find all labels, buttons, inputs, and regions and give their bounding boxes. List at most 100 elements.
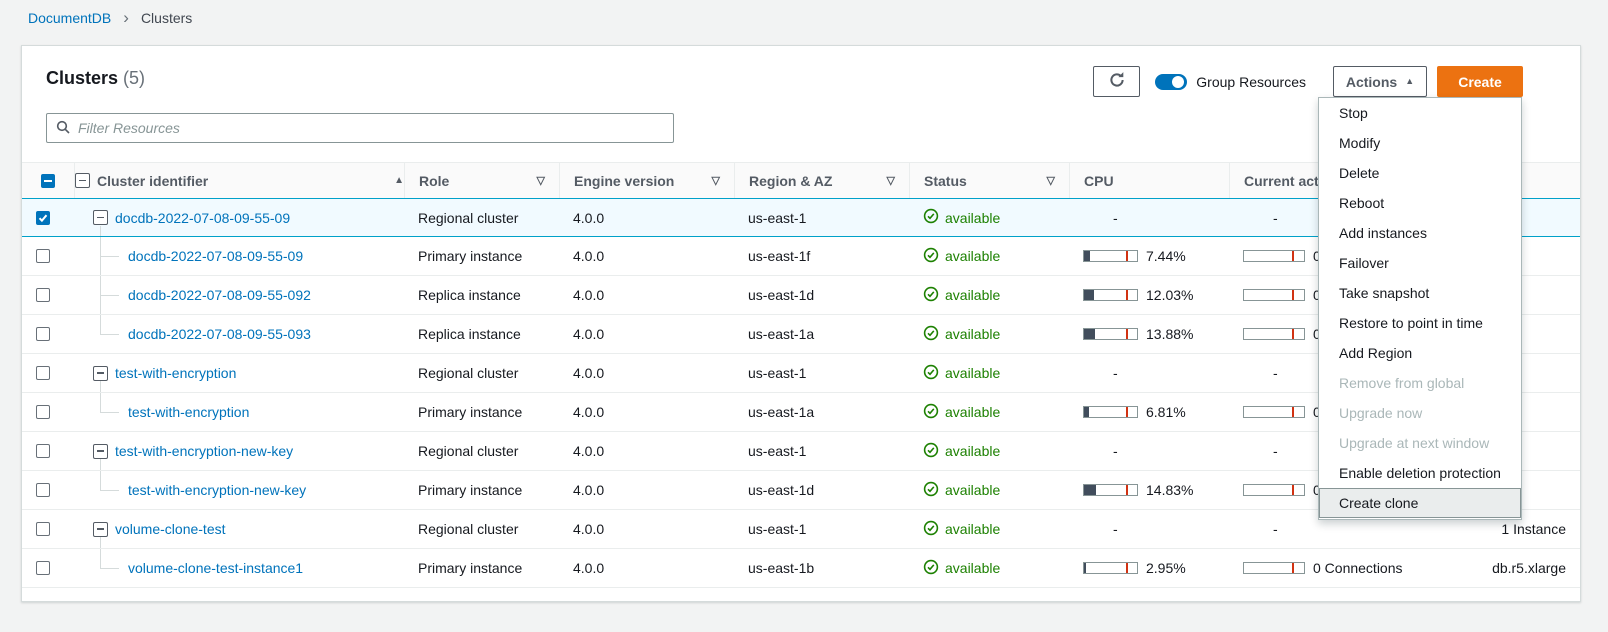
region-az-cell: us-east-1 xyxy=(748,521,807,537)
status-badge: available xyxy=(945,326,1001,342)
row-checkbox[interactable] xyxy=(36,405,50,419)
status-available-icon xyxy=(923,442,939,461)
collapse-row-icon[interactable] xyxy=(93,521,108,537)
current-activity-cell: - xyxy=(1229,354,1424,392)
cpu-cell: 6.81% xyxy=(1069,393,1229,431)
column-header-cpu[interactable]: CPU xyxy=(1069,163,1229,198)
role-cell: Regional cluster xyxy=(418,521,519,537)
column-header-engine-version[interactable]: Engine version ▽ xyxy=(559,163,734,198)
tree-line xyxy=(100,537,101,548)
menu-item-create-clone[interactable]: Create clone xyxy=(1319,488,1521,518)
actions-button[interactable]: Actions ▲ xyxy=(1333,66,1427,97)
row-checkbox[interactable] xyxy=(36,444,50,458)
row-checkbox[interactable] xyxy=(36,561,50,575)
engine-version-cell: 4.0.0 xyxy=(573,248,605,264)
identifier-cell: docdb-2022-07-08-09-55-09 xyxy=(74,237,404,275)
cluster-link[interactable]: test-with-encryption-new-key xyxy=(115,443,294,459)
status-available-icon xyxy=(923,247,939,266)
status-available-icon xyxy=(923,364,939,383)
cpu-cell: 14.83% xyxy=(1069,471,1229,509)
size-cell: 1 Instance xyxy=(1501,521,1566,537)
filter-icon[interactable]: ▽ xyxy=(886,175,895,187)
cluster-link[interactable]: docdb-2022-07-08-09-55-09 xyxy=(115,209,291,226)
cpu-cell: - xyxy=(1069,354,1229,392)
engine-version-cell: 4.0.0 xyxy=(573,521,605,537)
menu-item-stop[interactable]: Stop xyxy=(1339,105,1368,121)
menu-item-restore-to-point-in-time[interactable]: Restore to point in time xyxy=(1339,315,1483,331)
actions-menu: Stop Modify Delete Reboot Add instances Failo… xyxy=(1318,97,1522,520)
tree-line xyxy=(100,256,119,257)
filter-icon[interactable]: ▽ xyxy=(711,175,720,187)
column-header-status[interactable]: Status ▽ xyxy=(909,163,1069,198)
status-badge: available xyxy=(945,560,1001,576)
tree-line xyxy=(100,549,101,568)
row-select-cell xyxy=(22,393,74,431)
cluster-link[interactable]: volume-clone-test xyxy=(115,521,226,537)
refresh-icon xyxy=(1108,71,1126,92)
activity-empty-value: - xyxy=(1273,521,1278,537)
minus-mark xyxy=(97,450,104,452)
collapse-row-icon[interactable] xyxy=(93,365,108,381)
column-header-region-az[interactable]: Region & AZ ▽ xyxy=(734,163,909,198)
tree-line xyxy=(100,471,101,490)
status-available-icon xyxy=(923,559,939,578)
menu-item-reboot[interactable]: Reboot xyxy=(1339,195,1385,211)
cpu-value: 12.03% xyxy=(1146,287,1194,303)
instance-link[interactable]: volume-clone-test-instance1 xyxy=(128,560,304,576)
identifier-cell: test-with-encryption xyxy=(74,393,404,431)
create-button[interactable]: Create xyxy=(1437,66,1523,97)
column-header-cluster-identifier[interactable]: Cluster identifier ▲ xyxy=(74,163,404,198)
cpu-empty-value: - xyxy=(1113,365,1118,381)
connections-meter xyxy=(1243,562,1305,574)
tree-line xyxy=(100,490,119,491)
row-checkbox[interactable] xyxy=(36,210,50,225)
instance-link[interactable]: docdb-2022-07-08-09-55-092 xyxy=(128,287,311,303)
region-az-cell: us-east-1b xyxy=(748,560,815,576)
row-checkbox[interactable] xyxy=(36,249,50,263)
instance-link[interactable]: docdb-2022-07-08-09-55-09 xyxy=(128,248,304,264)
instance-link[interactable]: test-with-encryption xyxy=(128,404,250,420)
menu-item-delete[interactable]: Delete xyxy=(1339,165,1380,181)
menu-item-enable-deletion-protection[interactable]: Enable deletion protection xyxy=(1339,465,1501,481)
cpu-threshold-tick xyxy=(1126,485,1129,495)
collapse-all-icon[interactable] xyxy=(75,173,90,188)
menu-item-add-instances[interactable]: Add instances xyxy=(1339,225,1427,241)
row-select-cell xyxy=(22,471,74,509)
menu-item-failover[interactable]: Failover xyxy=(1339,255,1389,271)
region-az-cell: us-east-1 xyxy=(748,209,807,226)
group-resources-toggle[interactable] xyxy=(1155,73,1188,90)
refresh-button[interactable] xyxy=(1093,66,1141,97)
filter-icon[interactable]: ▽ xyxy=(536,175,545,187)
row-checkbox[interactable] xyxy=(36,366,50,380)
row-checkbox[interactable] xyxy=(36,288,50,302)
instance-link[interactable]: docdb-2022-07-08-09-55-093 xyxy=(128,326,311,342)
activity-empty-value: - xyxy=(1273,365,1278,381)
menu-item-add-region[interactable]: Add Region xyxy=(1339,345,1413,361)
status-cell: available xyxy=(909,549,1069,587)
collapse-row-icon[interactable] xyxy=(93,210,108,225)
select-all-checkbox[interactable] xyxy=(41,173,55,188)
row-checkbox[interactable] xyxy=(36,483,50,497)
breadcrumb-chevron-icon: › xyxy=(123,8,129,27)
sort-asc-icon[interactable]: ▲ xyxy=(394,175,404,186)
minus-mark xyxy=(79,179,86,182)
instance-link[interactable]: test-with-encryption-new-key xyxy=(128,482,307,498)
collapse-row-icon[interactable] xyxy=(93,443,108,459)
breadcrumb-documentdb-link[interactable]: DocumentDB xyxy=(28,10,112,26)
row-checkbox[interactable] xyxy=(36,522,50,536)
row-checkbox[interactable] xyxy=(36,327,50,341)
cluster-link[interactable]: test-with-encryption xyxy=(115,365,237,381)
filter-icon[interactable]: ▽ xyxy=(1046,175,1055,187)
role-cell: Primary instance xyxy=(418,404,523,420)
filter-resources-input[interactable] xyxy=(78,120,664,136)
tree-line xyxy=(100,226,101,236)
cpu-value: 14.83% xyxy=(1146,482,1194,498)
cpu-meter xyxy=(1083,562,1138,574)
menu-item-modify[interactable]: Modify xyxy=(1339,135,1381,151)
menu-item-take-snapshot[interactable]: Take snapshot xyxy=(1339,285,1430,301)
column-header-role[interactable]: Role ▽ xyxy=(404,163,559,198)
cpu-meter xyxy=(1083,328,1138,340)
column-header-label: Engine version xyxy=(574,172,675,189)
cpu-meter-fill xyxy=(1084,251,1090,261)
engine-version-cell: 4.0.0 xyxy=(573,404,605,420)
